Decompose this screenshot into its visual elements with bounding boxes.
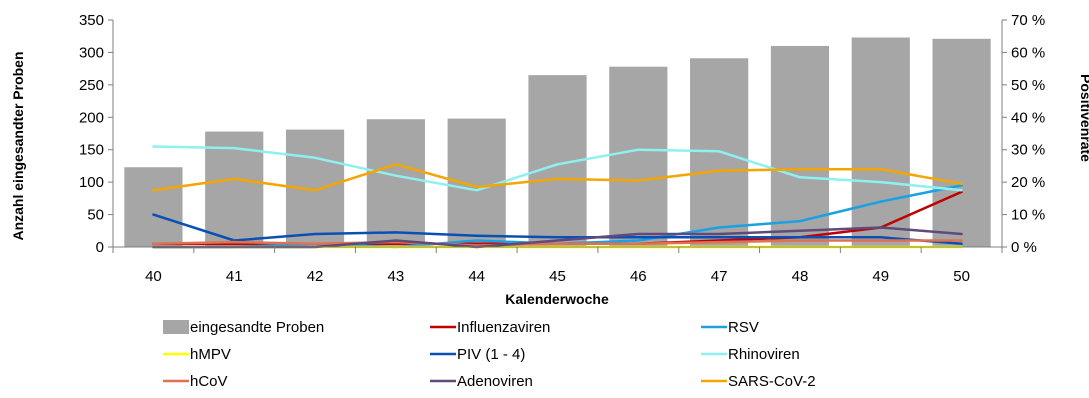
bar-43 bbox=[366, 119, 425, 247]
bar-group bbox=[124, 37, 991, 248]
legend-swatch bbox=[163, 320, 189, 334]
y-tick-label: 100 bbox=[79, 174, 104, 191]
bar-48 bbox=[770, 45, 830, 247]
y2-tick-label: 10 % bbox=[1011, 207, 1045, 224]
x-tick-label: 46 bbox=[630, 268, 647, 285]
x-tick-label: 41 bbox=[226, 268, 243, 285]
legend-label: eingesandte Proben bbox=[190, 319, 324, 336]
x-tick-label: 40 bbox=[145, 268, 162, 285]
y-tick-label: 0 bbox=[96, 239, 104, 256]
legend-label: RSV bbox=[728, 319, 759, 336]
legend-label: Adenoviren bbox=[457, 373, 533, 390]
y2-tick-label: 20 % bbox=[1011, 174, 1045, 191]
y2-tick-label: 40 % bbox=[1011, 109, 1045, 126]
bar-47 bbox=[690, 58, 749, 247]
y2-tick-label: 0 % bbox=[1011, 239, 1037, 256]
y-tick-label: 200 bbox=[79, 109, 104, 126]
x-tick-label: 50 bbox=[953, 268, 970, 285]
series-line-4 bbox=[152, 145, 963, 192]
x-axis-title: Kalenderwoche bbox=[505, 291, 609, 307]
x-tick-label: 47 bbox=[711, 268, 728, 285]
y-tick-label: 250 bbox=[79, 77, 104, 94]
x-tick-label: 45 bbox=[549, 268, 566, 285]
y2-tick-label: 30 % bbox=[1011, 142, 1045, 159]
y-axis-title: Anzahl eingesandter Proben bbox=[10, 51, 26, 240]
y2-tick-label: 60 % bbox=[1011, 44, 1045, 61]
y-tick-label: 300 bbox=[79, 44, 104, 61]
bar-49 bbox=[851, 37, 910, 247]
y-tick-label: 350 bbox=[79, 12, 104, 29]
bar-50 bbox=[932, 38, 991, 248]
x-tick-label: 43 bbox=[388, 268, 405, 285]
legend: eingesandte Proben Influenzaviren RSV hMPV P… bbox=[163, 319, 816, 390]
legend-label: Rhinoviren bbox=[728, 346, 800, 363]
bar-46 bbox=[609, 66, 668, 247]
x-tick-label: 48 bbox=[792, 268, 809, 285]
bar-40 bbox=[124, 167, 183, 247]
y2-tick-label: 50 % bbox=[1011, 77, 1045, 94]
legend-label: hCoV bbox=[190, 373, 228, 390]
legend-label: SARS-CoV-2 bbox=[728, 373, 816, 390]
y2-axis-title: Positivenrate bbox=[1078, 74, 1089, 162]
x-tick-label: 44 bbox=[468, 268, 485, 285]
series-line-3 bbox=[152, 213, 963, 246]
legend-label: Influenzaviren bbox=[457, 319, 550, 336]
series-line-5 bbox=[152, 239, 963, 247]
y2-tick-label: 70 % bbox=[1011, 12, 1045, 29]
series-line-7 bbox=[152, 163, 963, 192]
legend-label: hMPV bbox=[190, 346, 231, 363]
x-tick-label: 42 bbox=[307, 268, 324, 285]
y-tick-label: 50 bbox=[87, 207, 104, 224]
legend-label: PIV (1 - 4) bbox=[457, 346, 525, 363]
y-tick-label: 150 bbox=[79, 142, 104, 159]
x-tick-label: 49 bbox=[872, 268, 889, 285]
axes: 0 50 100 150 200 250 300 350 0 % 10 % 20 % 30 % 40 %… bbox=[79, 12, 1045, 285]
